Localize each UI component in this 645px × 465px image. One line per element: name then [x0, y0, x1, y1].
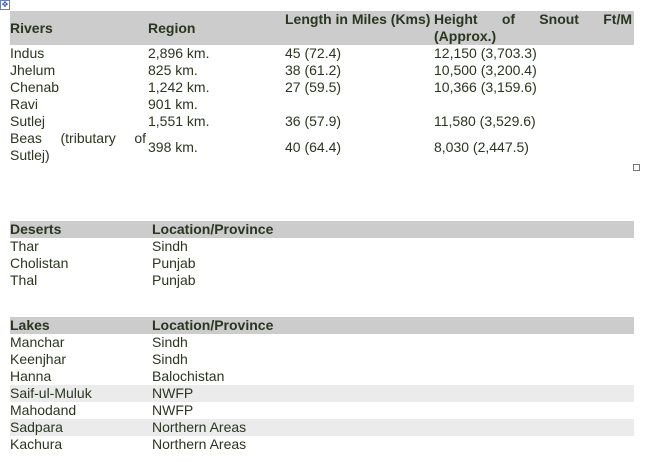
- table-row: Ravi 901 km.: [10, 96, 634, 113]
- table-cell: Northern Areas: [152, 436, 247, 452]
- table-row: Manchar Sindh: [10, 334, 634, 351]
- header-cell: Length in Miles (Kms): [285, 11, 431, 27]
- table-cell: 11,580 (3,529.6): [434, 113, 536, 129]
- header-cell: Deserts: [10, 221, 62, 237]
- table-cell: Sindh: [152, 334, 188, 350]
- table-cell: Beas (tributary of Sutlej): [10, 130, 146, 163]
- deserts-table: Deserts Location/Province Thar Sindh Choli…: [10, 221, 634, 289]
- table-header: Deserts Location/Province: [10, 221, 634, 238]
- table-cell: Thar: [10, 238, 39, 254]
- table-cell: Cholistan: [10, 255, 69, 271]
- table-row: Saif-ul-Muluk NWFP: [10, 385, 634, 402]
- table-cell: 1,551 km.: [148, 113, 210, 129]
- header-cell: Location/Province: [152, 221, 274, 237]
- lakes-table: Lakes Location/Province Manchar Sindh Keen…: [10, 317, 634, 453]
- rivers-table: Rivers Region Length in Miles (Kms) Heig…: [10, 11, 634, 164]
- table-row: Indus 2,896 km. 45 (72.4) 12,150 (3,703.3): [10, 45, 634, 62]
- table-cell: 901 km.: [148, 96, 198, 112]
- table-cell: 10,500 (3,200.4): [434, 62, 537, 78]
- table-row: Mahodand NWFP: [10, 402, 634, 419]
- table-cell: Sindh: [152, 351, 188, 367]
- table-move-icon[interactable]: ✥: [0, 0, 10, 10]
- table-row: Keenjhar Sindh: [10, 351, 634, 368]
- table-cell: Punjab: [152, 255, 196, 271]
- table-cell: 2,896 km.: [148, 45, 210, 61]
- table-cell: Manchar: [10, 334, 65, 350]
- table-cell: 45 (72.4): [285, 45, 342, 61]
- table-row: Kachura Northern Areas: [10, 436, 634, 453]
- table-cell: Sadpara: [10, 419, 63, 435]
- table-cell: Balochistan: [152, 368, 225, 384]
- table-cell: 825 km.: [148, 62, 198, 78]
- table-resize-icon[interactable]: [633, 164, 640, 171]
- table-cell: 398 km.: [148, 138, 198, 155]
- table-row: Thal Punjab: [10, 272, 634, 289]
- header-cell: Rivers: [10, 19, 53, 36]
- table-row: Sutlej 1,551 km. 36 (57.9) 11,580 (3,529.6): [10, 113, 634, 130]
- table-cell: Ravi: [10, 96, 39, 112]
- table-cell: Punjab: [152, 272, 196, 288]
- table-cell: 27 (59.5): [285, 79, 342, 95]
- table-cell: [434, 96, 634, 113]
- table-cell: Sindh: [152, 238, 188, 254]
- table-cell: 40 (64.4): [285, 138, 342, 155]
- header-cell: Location/Province: [152, 317, 274, 333]
- table-row: Cholistan Punjab: [10, 255, 634, 272]
- table-cell: Keenjhar: [10, 351, 67, 367]
- table-cell: Hanna: [10, 368, 52, 384]
- table-cell: 8,030 (2,447.5): [434, 138, 529, 155]
- table-header: Lakes Location/Province: [10, 317, 634, 334]
- table-cell: 36 (57.9): [285, 113, 342, 129]
- table-cell: Kachura: [10, 436, 63, 452]
- table-cell: 10,366 (3,159.6): [434, 79, 537, 95]
- table-cell: NWFP: [152, 402, 194, 418]
- table-row: Chenab 1,242 km. 27 (59.5) 10,366 (3,159.6): [10, 79, 634, 96]
- table-cell: 38 (61.2): [285, 62, 342, 78]
- table-cell: Chenab: [10, 79, 60, 95]
- table-cell: Sutlej: [10, 113, 46, 129]
- table-row: Sadpara Northern Areas: [10, 419, 634, 436]
- table-cell: [285, 96, 434, 113]
- table-header: Rivers Region Length in Miles (Kms) Heig…: [10, 11, 634, 45]
- table-row: Hanna Balochistan: [10, 368, 634, 385]
- header-cell: Lakes: [10, 317, 50, 333]
- table-cell: Indus: [10, 45, 45, 61]
- table-cell: NWFP: [152, 385, 194, 401]
- table-cell: Northern Areas: [152, 419, 247, 435]
- table-row: Beas (tributary of Sutlej) 398 km. 40 (64.…: [10, 130, 634, 164]
- header-cell: Height of Snout Ft/M (Approx.): [434, 11, 632, 44]
- table-row: Thar Sindh: [10, 238, 634, 255]
- table-cell: Mahodand: [10, 402, 77, 418]
- table-cell: 12,150 (3,703.3): [434, 45, 537, 61]
- table-cell: Thal: [10, 272, 38, 288]
- table-cell: 1,242 km.: [148, 79, 210, 95]
- table-row: Jhelum 825 km. 38 (61.2) 10,500 (3,200.4): [10, 62, 634, 79]
- table-cell: Jhelum: [10, 62, 56, 78]
- table-cell: Saif-ul-Muluk: [10, 385, 92, 401]
- header-cell: Region: [148, 19, 196, 36]
